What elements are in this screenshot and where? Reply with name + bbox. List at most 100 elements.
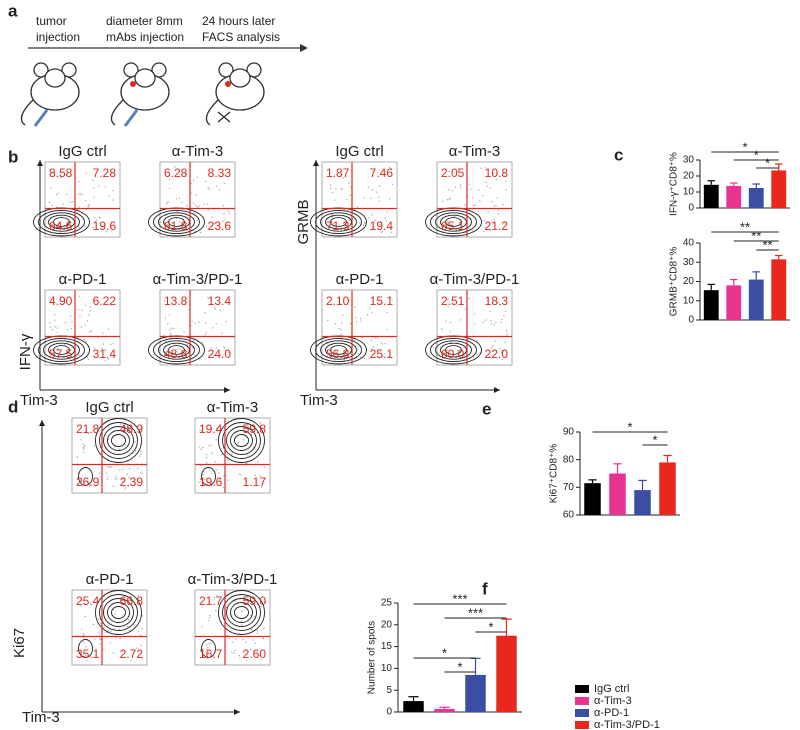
event-dot (231, 453, 233, 455)
event-dot (490, 323, 492, 325)
event-dot (372, 170, 374, 173)
quadrant-value: 21.8 (76, 422, 100, 436)
event-dot (207, 619, 210, 622)
event-dot (81, 599, 83, 602)
event-dot (124, 487, 127, 489)
contour (38, 209, 85, 235)
contour (38, 337, 85, 363)
event-dot (451, 350, 454, 352)
event-dot (205, 453, 208, 456)
axis-title: GRMB (295, 200, 312, 245)
y-tick-label: 70 (563, 482, 575, 493)
event-dot (245, 641, 247, 643)
event-dot (497, 301, 499, 304)
y-axis-title: Number of spots (367, 621, 378, 694)
y-tick-label: 60 (563, 510, 575, 521)
event-dot (494, 349, 496, 351)
contour (107, 430, 130, 451)
quadrant-value: 7.46 (370, 166, 394, 180)
significance-label: * (442, 645, 447, 660)
axis-arrowhead (494, 387, 500, 393)
event-dot (208, 482, 210, 485)
plot-title: α-Tim-3 (449, 143, 500, 160)
event-dot (238, 654, 241, 657)
quadrant-value: 6.22 (93, 294, 117, 308)
event-dot (173, 327, 175, 330)
quadrant-value: 7.28 (93, 166, 117, 180)
event-dot (240, 624, 243, 626)
contour (158, 212, 195, 232)
event-dot (106, 629, 109, 632)
event-dot (66, 222, 68, 224)
quadrant-value: 6.28 (164, 166, 188, 180)
plot-title: α-Tim-3/PD-1 (153, 271, 243, 288)
event-dot (503, 314, 505, 317)
quadrant-value: 1.17 (243, 475, 267, 489)
event-dot (349, 194, 351, 196)
event-dot (175, 198, 178, 200)
y-tick-label: 0 (386, 707, 392, 718)
significance-label: *** (468, 605, 483, 620)
event-dot (130, 659, 132, 662)
event-dot (141, 657, 144, 660)
quadrant-value: 56.8 (326, 347, 350, 361)
event-dot (489, 229, 491, 231)
contour (53, 217, 70, 227)
event-dot (374, 337, 377, 339)
event-dot (127, 485, 129, 487)
event-dot (494, 222, 496, 224)
event-dot (495, 178, 498, 181)
event-dot (106, 478, 109, 481)
event-dot (390, 227, 392, 230)
event-dot (141, 615, 144, 617)
event-dot (260, 486, 263, 488)
event-dot (492, 221, 494, 223)
contour (95, 418, 142, 463)
mouse-ear (123, 62, 139, 78)
quadrant-value: 24.0 (208, 347, 232, 361)
y-tick-label: 5 (386, 685, 392, 696)
axis-title: IFN-γ (17, 333, 34, 370)
event-dot (240, 474, 242, 476)
event-dot (223, 182, 226, 185)
event-dot (178, 197, 181, 199)
step-text: mAbs injection (106, 30, 184, 44)
y-tick-label: 20 (683, 171, 695, 182)
event-dot (174, 351, 177, 354)
quadrant-value: 15.1 (370, 294, 394, 308)
event-dot (174, 166, 176, 168)
event-dot (108, 195, 110, 197)
quadrant-value: 19.4 (370, 219, 394, 233)
event-dot (168, 314, 171, 316)
quadrant-value: 25.1 (370, 347, 394, 361)
event-dot (199, 231, 202, 234)
contour (201, 639, 216, 658)
significance-label: ** (740, 219, 750, 234)
event-dot (54, 319, 56, 322)
event-dot (170, 327, 173, 330)
plot-frame (159, 289, 236, 366)
quadrant-value: 35.1 (76, 647, 100, 661)
event-dot (343, 177, 345, 179)
event-dot (359, 317, 362, 320)
event-dot (205, 225, 208, 227)
event-dot (441, 328, 443, 330)
bar (771, 259, 787, 320)
event-dot (215, 427, 218, 429)
contour (230, 430, 253, 451)
panel-label: d (8, 397, 18, 416)
event-dot (492, 350, 494, 353)
event-dot (103, 648, 105, 651)
event-dot (332, 357, 334, 359)
event-dot (49, 326, 51, 328)
event-dot (134, 450, 137, 452)
event-dot (353, 339, 355, 342)
event-dot (224, 218, 226, 220)
event-dot (468, 297, 470, 300)
quadrant-value: 31.4 (93, 347, 117, 361)
contour (111, 606, 126, 619)
event-dot (379, 221, 381, 224)
event-dot (198, 205, 201, 207)
event-dot (493, 219, 496, 221)
event-dot (210, 643, 212, 645)
